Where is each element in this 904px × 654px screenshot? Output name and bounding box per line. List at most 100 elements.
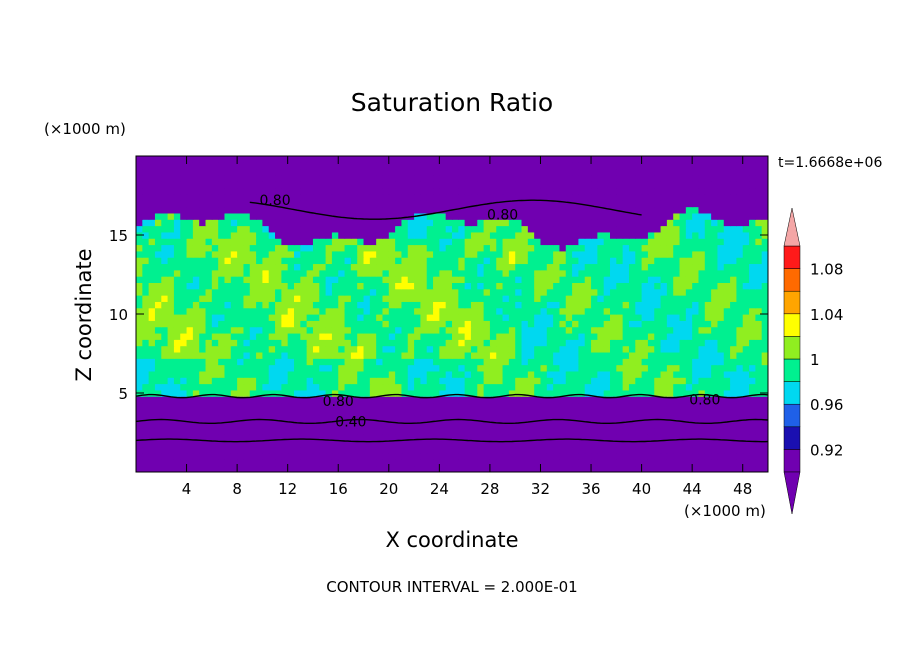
field-cell [167, 187, 175, 195]
field-cell [572, 162, 579, 170]
field-cell [660, 339, 668, 347]
field-cell [262, 421, 270, 429]
field-cell [148, 231, 156, 239]
field-cell [527, 396, 535, 404]
field-cell [660, 459, 668, 467]
field-cell [445, 250, 453, 258]
field-cell [673, 156, 681, 163]
field-cell [496, 351, 504, 359]
field-cell [312, 421, 320, 429]
field-cell [256, 238, 263, 246]
field-cell [742, 168, 750, 176]
field-cell [654, 389, 662, 397]
field-cell [407, 206, 415, 214]
field-cell [350, 453, 358, 460]
field-cell [439, 269, 447, 277]
field-cell [407, 377, 415, 385]
field-cell [357, 415, 365, 423]
field-cell [243, 459, 251, 467]
field-cell [603, 446, 611, 454]
field-cell [610, 263, 617, 271]
field-cell [673, 200, 681, 208]
field-cell [167, 295, 175, 302]
field-cell [452, 231, 459, 239]
field-cell [350, 219, 358, 227]
field-cell [148, 459, 156, 467]
field-cell [357, 351, 365, 359]
field-cell [262, 193, 270, 201]
field-cell [420, 383, 428, 391]
field-cell [325, 402, 333, 410]
field-cell [496, 377, 504, 385]
field-cell [660, 427, 668, 435]
field-cell [647, 295, 655, 302]
field-cell [312, 250, 320, 258]
field-cell [218, 276, 226, 283]
field-cell [641, 288, 649, 296]
field-cell [736, 339, 744, 347]
field-cell [161, 263, 169, 271]
field-cell [685, 440, 693, 448]
field-cell [275, 174, 282, 182]
field-cell [192, 257, 200, 265]
field-cell [452, 168, 459, 176]
field-cell [477, 351, 485, 359]
field-cell [502, 415, 510, 423]
field-cell [344, 212, 352, 220]
field-cell [610, 453, 617, 460]
field-cell [382, 377, 390, 385]
field-cell [167, 415, 175, 423]
field-cell [464, 332, 472, 340]
field-cell [433, 193, 440, 201]
field-cell [180, 440, 188, 448]
field-cell [572, 314, 579, 321]
field-cell [483, 307, 491, 315]
field-cell [622, 231, 630, 239]
field-cell [660, 174, 668, 182]
field-cell [584, 168, 592, 176]
field-cell [660, 408, 668, 416]
field-cell [281, 434, 289, 441]
field-cell [325, 295, 333, 302]
field-cell [243, 295, 251, 302]
field-cell [654, 421, 662, 429]
field-cell [382, 408, 390, 416]
field-cell [647, 377, 655, 385]
field-cell [275, 402, 282, 410]
field-cell [572, 276, 579, 283]
field-cell [692, 402, 700, 410]
field-cell [180, 225, 188, 233]
field-cell [666, 351, 674, 359]
field-cell [647, 440, 655, 448]
field-cell [761, 314, 768, 321]
field-cell [584, 427, 592, 435]
field-cell [635, 389, 643, 397]
field-cell [527, 269, 535, 277]
field-cell [325, 358, 333, 366]
field-cell [344, 446, 352, 454]
field-cell [489, 358, 497, 366]
field-cell [704, 339, 712, 347]
field-cell [666, 314, 674, 321]
field-cell [218, 212, 226, 220]
field-cell [572, 212, 579, 220]
field-cell [420, 402, 428, 410]
field-cell [357, 162, 365, 170]
field-cell [154, 231, 162, 239]
field-cell [452, 257, 459, 265]
field-cell [470, 168, 478, 176]
field-cell [673, 263, 681, 271]
field-cell [477, 174, 485, 182]
field-cell [173, 295, 181, 302]
field-cell [300, 288, 308, 296]
field-cell [319, 200, 327, 208]
field-cell [654, 238, 662, 246]
field-cell [338, 320, 346, 328]
field-cell [591, 276, 598, 283]
field-cell [534, 402, 542, 410]
field-cell [464, 244, 472, 252]
field-cell [199, 193, 207, 201]
field-cell [294, 231, 301, 239]
field-cell [673, 453, 681, 460]
field-cell [603, 288, 611, 296]
